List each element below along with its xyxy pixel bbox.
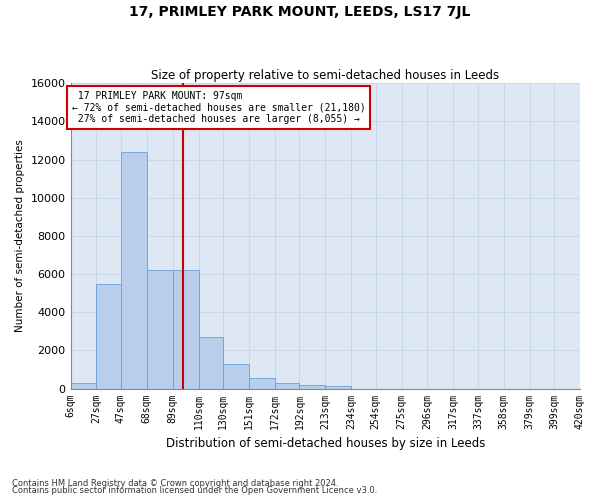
Y-axis label: Number of semi-detached properties: Number of semi-detached properties: [15, 140, 25, 332]
Bar: [173, 270, 199, 388]
Title: Size of property relative to semi-detached houses in Leeds: Size of property relative to semi-detach…: [151, 69, 499, 82]
Bar: [275, 384, 299, 388]
Bar: [199, 337, 223, 388]
Bar: [97, 284, 121, 389]
Text: 17, PRIMLEY PARK MOUNT, LEEDS, LS17 7JL: 17, PRIMLEY PARK MOUNT, LEEDS, LS17 7JL: [130, 5, 470, 19]
Bar: [121, 152, 147, 388]
Bar: [325, 386, 351, 388]
Bar: [249, 378, 275, 388]
Text: Contains HM Land Registry data © Crown copyright and database right 2024.: Contains HM Land Registry data © Crown c…: [12, 478, 338, 488]
Bar: [223, 364, 249, 388]
X-axis label: Distribution of semi-detached houses by size in Leeds: Distribution of semi-detached houses by …: [166, 437, 485, 450]
Text: Contains public sector information licensed under the Open Government Licence v3: Contains public sector information licen…: [12, 486, 377, 495]
Bar: [299, 385, 325, 388]
Bar: [147, 270, 173, 388]
Text: 17 PRIMLEY PARK MOUNT: 97sqm
← 72% of semi-detached houses are smaller (21,180)
: 17 PRIMLEY PARK MOUNT: 97sqm ← 72% of se…: [72, 91, 365, 124]
Bar: [71, 383, 97, 388]
